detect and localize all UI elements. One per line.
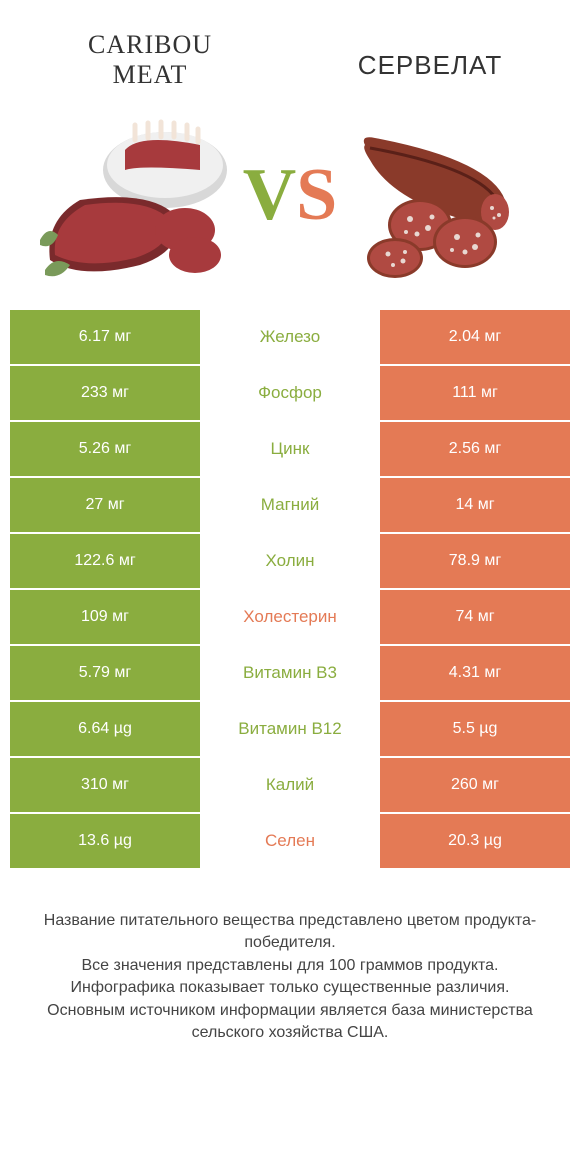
nutrient-label: Холин bbox=[200, 534, 380, 588]
table-row: 13.6 µgСелен20.3 µg bbox=[10, 814, 570, 870]
right-value-cell: 4.31 мг bbox=[380, 646, 570, 700]
images-row: VS bbox=[0, 100, 580, 300]
title-line: meat bbox=[113, 60, 188, 89]
table-row: 6.17 мгЖелезо2.04 мг bbox=[10, 310, 570, 366]
right-value-cell: 20.3 µg bbox=[380, 814, 570, 868]
header: Caribou meat СЕРВЕЛАТ bbox=[0, 0, 580, 100]
table-row: 5.26 мгЦинк2.56 мг bbox=[10, 422, 570, 478]
nutrient-label: Магний bbox=[200, 478, 380, 532]
table-row: 122.6 мгХолин78.9 мг bbox=[10, 534, 570, 590]
right-product-image bbox=[350, 105, 540, 285]
cervelat-sausage-icon bbox=[350, 130, 530, 280]
table-row: 5.79 мгВитамин B34.31 мг bbox=[10, 646, 570, 702]
right-value-cell: 2.04 мг bbox=[380, 310, 570, 364]
nutrient-label: Витамин B3 bbox=[200, 646, 380, 700]
left-value-cell: 6.64 µg bbox=[10, 702, 200, 756]
left-value-cell: 13.6 µg bbox=[10, 814, 200, 868]
right-product-title: СЕРВЕЛАТ bbox=[330, 50, 530, 81]
left-value-cell: 233 мг bbox=[10, 366, 200, 420]
left-value-cell: 27 мг bbox=[10, 478, 200, 532]
table-row: 6.64 µgВитамин B125.5 µg bbox=[10, 702, 570, 758]
right-value-cell: 260 мг bbox=[380, 758, 570, 812]
right-value-cell: 78.9 мг bbox=[380, 534, 570, 588]
table-row: 109 мгХолестерин74 мг bbox=[10, 590, 570, 646]
footnote: Название питательного вещества представл… bbox=[0, 870, 580, 1044]
right-value-cell: 14 мг bbox=[380, 478, 570, 532]
nutrient-label: Фосфор bbox=[200, 366, 380, 420]
vs-v: V bbox=[243, 154, 296, 236]
left-product-title: Caribou meat bbox=[50, 30, 250, 90]
nutrient-label: Калий bbox=[200, 758, 380, 812]
nutrient-label: Витамин B12 bbox=[200, 702, 380, 756]
right-value-cell: 5.5 µg bbox=[380, 702, 570, 756]
left-value-cell: 5.26 мг bbox=[10, 422, 200, 476]
footnote-line: Основным источником информации является … bbox=[47, 1002, 533, 1041]
title-line: Caribou bbox=[88, 30, 212, 59]
right-value-cell: 111 мг bbox=[380, 366, 570, 420]
footnote-line: Инфографика показывает только существенн… bbox=[71, 979, 510, 996]
footnote-line: Все значения представлены для 100 граммо… bbox=[81, 957, 498, 974]
table-row: 310 мгКалий260 мг bbox=[10, 758, 570, 814]
left-value-cell: 122.6 мг bbox=[10, 534, 200, 588]
vs-s: S bbox=[296, 154, 337, 236]
comparison-table: 6.17 мгЖелезо2.04 мг233 мгФосфор111 мг5.… bbox=[10, 310, 570, 870]
right-value-cell: 2.56 мг bbox=[380, 422, 570, 476]
table-row: 27 мгМагний14 мг bbox=[10, 478, 570, 534]
vs-label: VS bbox=[243, 153, 338, 238]
right-value-cell: 74 мг bbox=[380, 590, 570, 644]
left-value-cell: 109 мг bbox=[10, 590, 200, 644]
nutrient-label: Цинк bbox=[200, 422, 380, 476]
left-value-cell: 310 мг bbox=[10, 758, 200, 812]
nutrient-label: Железо bbox=[200, 310, 380, 364]
footnote-line: Название питательного вещества представл… bbox=[44, 912, 536, 951]
nutrient-label: Холестерин bbox=[200, 590, 380, 644]
nutrient-label: Селен bbox=[200, 814, 380, 868]
left-product-image bbox=[40, 105, 230, 285]
left-value-cell: 6.17 мг bbox=[10, 310, 200, 364]
table-row: 233 мгФосфор111 мг bbox=[10, 366, 570, 422]
caribou-meat-icon bbox=[40, 115, 230, 285]
left-value-cell: 5.79 мг bbox=[10, 646, 200, 700]
